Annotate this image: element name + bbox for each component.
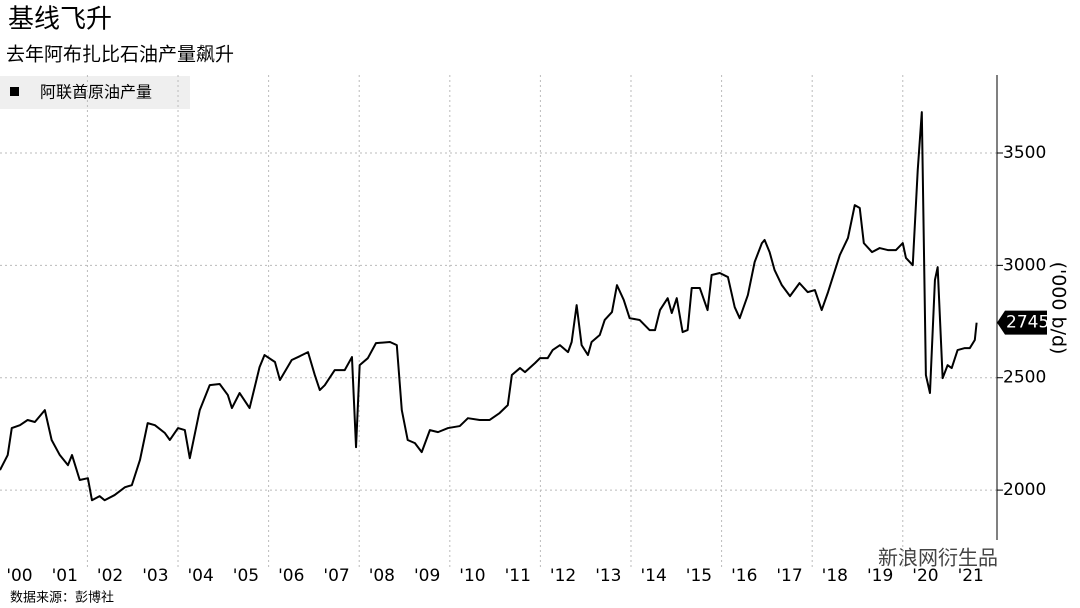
x-tick-label: '01	[52, 566, 78, 586]
source: 数据来源：彭博社	[10, 590, 114, 606]
x-tick-label: '20	[912, 566, 938, 586]
x-tick-label: '17	[776, 566, 802, 586]
watermark: 新浪网衍生品	[878, 546, 998, 570]
legend-swatch	[10, 87, 19, 96]
x-tick-label: '09	[414, 566, 440, 586]
x-tick-label: '15	[686, 566, 712, 586]
y-tick-label: 3500	[1003, 143, 1046, 163]
y-tick-label: 2500	[1003, 368, 1046, 388]
x-tick-label: '21	[958, 566, 984, 586]
value-label-box	[997, 310, 1047, 335]
x-tick-label: '08	[369, 566, 395, 586]
legend-label: 阿联酋原油产量	[40, 83, 152, 102]
y-tick-label: 2000	[1003, 480, 1046, 500]
x-tick-label: '05	[233, 566, 259, 586]
x-tick-label: '14	[640, 566, 666, 586]
x-tick-label: '00	[6, 566, 32, 586]
x-tick-label: '02	[97, 566, 123, 586]
value-label: 2745	[1006, 313, 1049, 333]
chart-title: 基线飞升	[8, 5, 112, 35]
x-tick-label: '19	[867, 566, 893, 586]
x-tick-label: '10	[459, 566, 485, 586]
x-tick-label: '13	[595, 566, 621, 586]
chart-subtitle: 去年阿布扎比石油产量飙升	[6, 44, 234, 66]
x-tick-label: '16	[731, 566, 757, 586]
x-tick-label: '18	[822, 566, 848, 586]
y-tick-label: 3000	[1003, 255, 1046, 275]
x-tick-label: '12	[550, 566, 576, 586]
y-axis-label: ('000 b/d)	[1048, 262, 1070, 355]
line	[0, 111, 978, 502]
x-tick-label: '07	[323, 566, 349, 586]
x-tick-label: '03	[142, 566, 168, 586]
x-tick-label: '04	[188, 566, 214, 586]
x-tick-label: '06	[278, 566, 304, 586]
legend-box	[0, 76, 190, 109]
x-tick-label: '11	[505, 566, 531, 586]
